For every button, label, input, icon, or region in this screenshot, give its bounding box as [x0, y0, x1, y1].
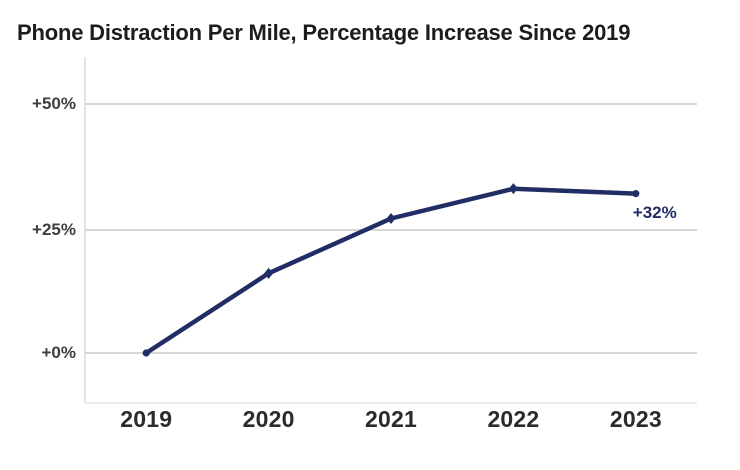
- chart-title: Phone Distraction Per Mile, Percentage I…: [17, 20, 631, 45]
- data-point-marker-2021: [386, 213, 396, 225]
- data-point-marker-2023: [632, 190, 640, 198]
- series-line: [143, 186, 639, 356]
- x-tick-2023: 2023: [609, 406, 662, 432]
- gridline-50: [85, 103, 697, 105]
- x-axis-baseline: [85, 402, 697, 404]
- data-point-label-2023: +32%: [632, 202, 677, 222]
- y-tick-label-0: +0%: [41, 343, 77, 362]
- x-tick-2020: 2020: [242, 406, 295, 432]
- x-tick-2021: 2021: [365, 406, 417, 432]
- y-tick-label-50: +50%: [32, 94, 76, 113]
- data-point-marker-2020: [264, 267, 274, 279]
- data-point-marker-2022: [508, 183, 518, 195]
- gridline-0: [85, 352, 697, 354]
- x-tick-2019: 2019: [120, 406, 173, 432]
- gridline-25: [85, 229, 697, 231]
- x-tick-2022: 2022: [487, 406, 540, 432]
- y-tick-label-25: +25%: [32, 220, 76, 239]
- series-markers: [142, 183, 640, 357]
- x-axis: 2019 2020 2021 2022 2023: [85, 406, 697, 433]
